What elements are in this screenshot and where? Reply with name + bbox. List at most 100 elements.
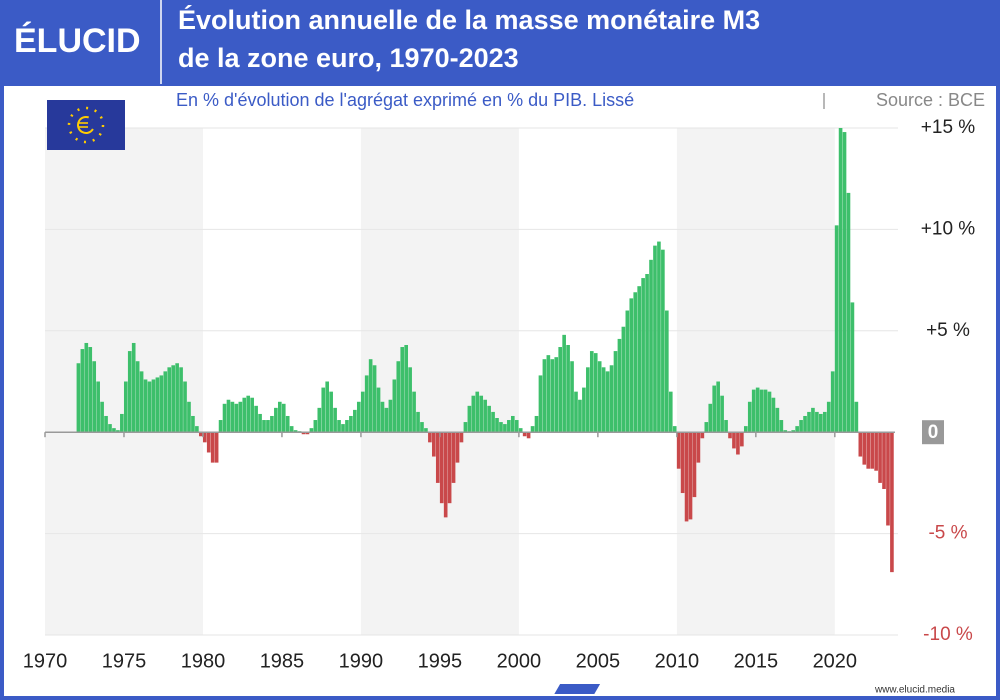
bar	[605, 371, 610, 433]
bar	[388, 399, 393, 433]
bar	[262, 420, 266, 433]
bar	[368, 359, 373, 433]
bar	[858, 432, 863, 457]
bar	[364, 375, 369, 433]
bar	[210, 432, 215, 463]
bar	[815, 411, 819, 433]
bar	[321, 387, 326, 433]
bar	[724, 420, 728, 433]
bar	[562, 334, 566, 433]
bar	[613, 351, 618, 433]
bar	[230, 401, 235, 433]
bar	[475, 391, 480, 433]
x-tick-label: 2000	[497, 650, 542, 672]
bar	[424, 428, 428, 433]
footer-strip	[554, 684, 601, 694]
bar	[838, 128, 843, 433]
bar	[830, 371, 835, 433]
bar	[88, 347, 93, 433]
bar	[400, 347, 405, 433]
bar	[195, 426, 199, 433]
y-tick-label: -5 %	[928, 523, 967, 544]
bar	[325, 381, 330, 433]
bar	[878, 432, 882, 483]
bar	[712, 385, 717, 433]
bar	[412, 391, 416, 433]
bar	[416, 411, 420, 433]
bar	[755, 387, 760, 433]
x-tick-label: 1990	[339, 650, 384, 672]
bar	[740, 432, 744, 447]
bar	[874, 432, 878, 471]
bar	[455, 432, 460, 463]
x-tick-label: 2010	[655, 650, 700, 672]
bar	[550, 359, 555, 433]
bar	[159, 375, 164, 433]
bar	[356, 401, 361, 433]
bar	[751, 389, 756, 433]
bar	[617, 338, 622, 433]
bar	[499, 422, 503, 433]
bar	[491, 411, 495, 433]
bar	[147, 381, 152, 433]
brand: ÉLUCID	[14, 22, 141, 60]
bar	[743, 426, 748, 433]
bar	[84, 342, 89, 433]
bar	[704, 422, 709, 433]
bar	[183, 381, 187, 433]
bar	[443, 432, 448, 518]
bar	[404, 344, 408, 433]
bar	[463, 422, 468, 433]
bar	[341, 424, 345, 433]
y-tick-label: +5 %	[926, 320, 970, 341]
chart-title: de la zone euro, 1970-2023	[178, 43, 519, 73]
bar	[700, 432, 705, 439]
bar	[649, 259, 653, 433]
bar	[807, 411, 811, 433]
bar	[716, 381, 720, 433]
bar	[886, 432, 890, 526]
y-tick-label: +10 %	[921, 218, 976, 239]
bar	[222, 403, 227, 433]
bar	[578, 399, 582, 433]
bar	[822, 411, 827, 433]
bar	[281, 403, 286, 433]
bar	[285, 415, 290, 433]
bar	[791, 430, 796, 433]
bar	[625, 310, 630, 433]
bar	[530, 426, 535, 433]
x-tick-label: 1970	[23, 650, 68, 672]
zero-label-box	[922, 420, 944, 445]
bar	[293, 430, 298, 433]
bar	[688, 432, 693, 520]
bar	[538, 375, 543, 433]
bar	[175, 363, 179, 433]
bar	[732, 432, 736, 449]
bar	[214, 432, 219, 463]
bar	[763, 389, 768, 433]
bar	[672, 426, 677, 433]
bar	[266, 420, 270, 433]
bar	[432, 432, 436, 457]
x-tick-label: 1980	[181, 650, 226, 672]
bar	[428, 432, 432, 443]
bar	[108, 424, 112, 433]
bar	[471, 395, 476, 433]
bar	[522, 432, 527, 437]
bar	[570, 361, 574, 433]
bar	[641, 278, 645, 433]
plot-area: -10 % -5 % 0 +5 % +10 % +15 % 1970 1975 1980 1985…	[23, 117, 976, 672]
bar	[775, 407, 780, 433]
bar	[329, 391, 333, 433]
bar	[143, 379, 148, 433]
flag-euro	[77, 116, 95, 134]
bar	[167, 367, 172, 433]
bar	[747, 401, 752, 433]
bar	[127, 351, 132, 433]
bar	[163, 371, 168, 433]
bar	[783, 430, 788, 433]
bar	[708, 403, 713, 433]
subtitle: En % d'évolution de l'agrégat exprimé en…	[176, 90, 634, 110]
bar	[684, 432, 689, 522]
bar	[846, 192, 851, 433]
